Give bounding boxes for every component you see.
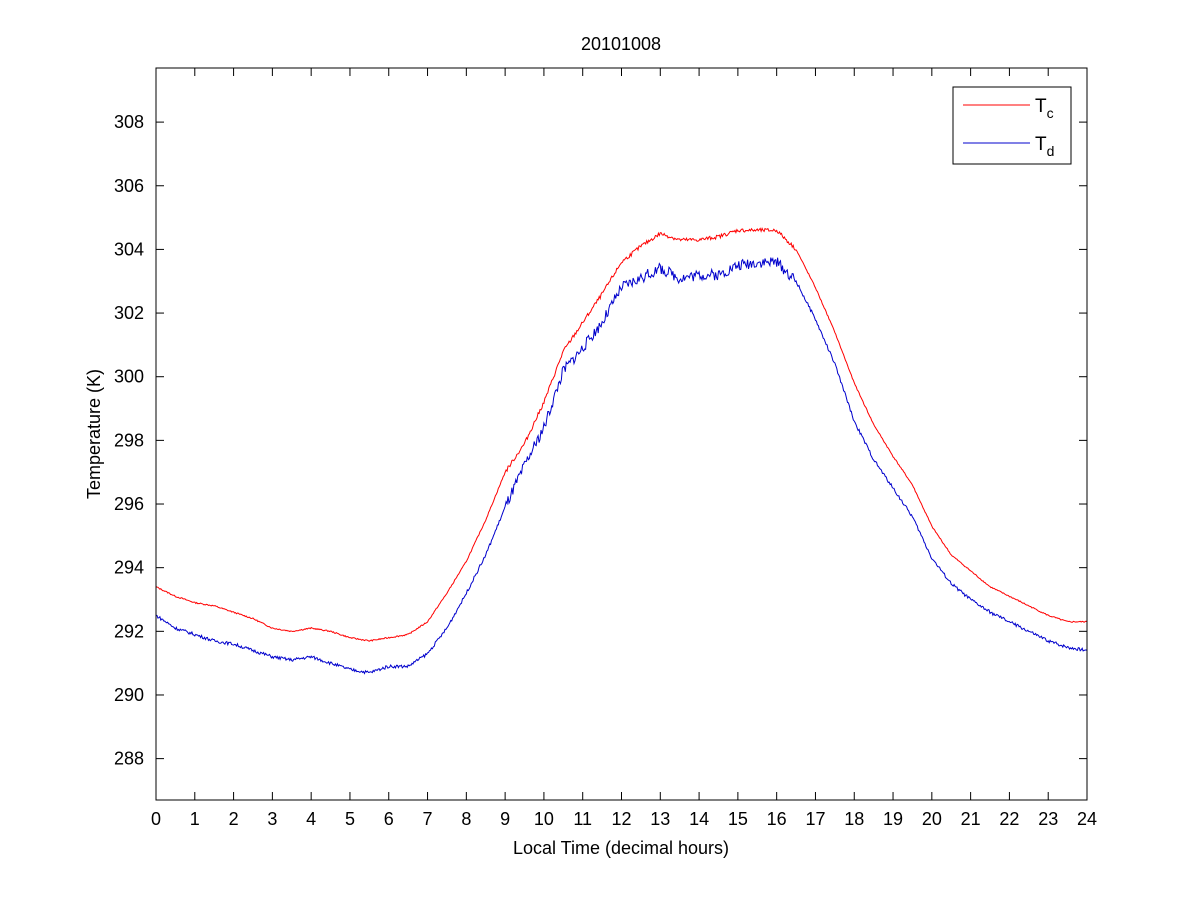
x-tick-label: 9: [500, 809, 510, 829]
x-tick-label: 17: [805, 809, 825, 829]
x-tick-label: 4: [306, 809, 316, 829]
y-tick-label: 288: [114, 749, 144, 769]
x-tick-label: 13: [650, 809, 670, 829]
chart-title: 20101008: [581, 34, 661, 54]
legend: Tc Td: [952, 86, 1072, 165]
x-tick-label: 8: [461, 809, 471, 829]
y-tick-label: 306: [114, 176, 144, 196]
x-tick-label: 6: [384, 809, 394, 829]
y-tick-label: 290: [114, 685, 144, 705]
x-tick-label: 1: [190, 809, 200, 829]
series-line-Tc: [155, 227, 1088, 642]
x-tick-label: 24: [1077, 809, 1097, 829]
legend-label-td: Td: [1035, 134, 1054, 159]
x-tick-label: 0: [151, 809, 161, 829]
y-tick-label: 298: [114, 430, 144, 450]
x-tick-label: 18: [844, 809, 864, 829]
x-tick-label: 7: [423, 809, 433, 829]
x-tick-label: 11: [573, 809, 592, 829]
y-tick-label: 308: [114, 112, 144, 132]
x-tick-label: 22: [999, 809, 1019, 829]
legend-label-tc: Tc: [1035, 96, 1054, 121]
y-tick-label: 294: [114, 558, 144, 578]
y-tick-label: 302: [114, 303, 144, 323]
y-tick-label: 292: [114, 621, 144, 641]
x-tick-label: 20: [922, 809, 942, 829]
y-tick-label: 296: [114, 494, 144, 514]
x-tick-label: 16: [767, 809, 787, 829]
x-tick-label: 14: [689, 809, 709, 829]
y-tick-label: 300: [114, 367, 144, 387]
y-axis-label: Temperature (K): [84, 369, 104, 499]
x-tick-label: 5: [345, 809, 355, 829]
x-tick-label: 23: [1038, 809, 1058, 829]
x-tick-label: 19: [883, 809, 903, 829]
y-tick-label: 304: [114, 239, 144, 259]
x-tick-label: 21: [961, 809, 981, 829]
legend-box: [952, 86, 1072, 165]
x-tick-label: 3: [267, 809, 277, 829]
series-line-Td: [155, 257, 1088, 675]
x-axis-label: Local Time (decimal hours): [513, 838, 729, 858]
x-tick-label: 15: [728, 809, 748, 829]
x-tick-label: 12: [611, 809, 631, 829]
x-tick-label: 10: [534, 809, 554, 829]
x-tick-label: 2: [229, 809, 239, 829]
plot-frame: [155, 67, 1088, 801]
